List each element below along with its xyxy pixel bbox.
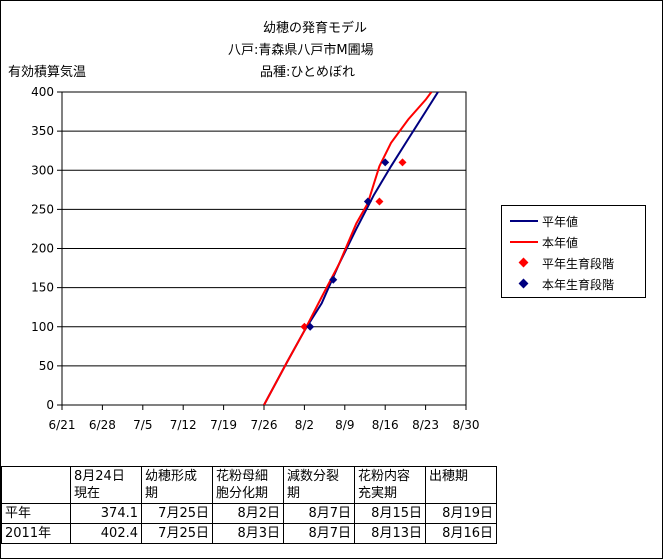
table-cell: 8月13日: [354, 523, 426, 544]
x-tick-label: 8/9: [335, 418, 354, 432]
y-axis-label: 有効積算気温: [8, 65, 87, 80]
table-header-cell: 花粉母細 胞分化期: [212, 466, 284, 504]
stage-marker-3: [306, 322, 315, 331]
table-cell: 374.1: [70, 503, 142, 524]
y-tick-label: 100: [31, 320, 54, 334]
growth-stage-table: 8月24日 現在 幼穂形成期 花粉母細 胞分化期 減数分裂期 花粉内容 充実期 出穂期…: [1, 466, 497, 544]
table-header-cell: 幼穂形成期: [141, 466, 213, 504]
table-header-cell: [1, 466, 71, 504]
y-tick-label: 400: [31, 85, 54, 99]
table-cell: 8月16日: [425, 523, 497, 544]
table-cell: 8月2日: [212, 503, 284, 524]
chart-legend: 平年値 本年値 平年生育段階 本年生育段階: [501, 205, 646, 298]
chart-title-line-1: 幼穂の発育モデル: [263, 21, 368, 36]
legend-item-heinen-line: 平年値: [506, 212, 578, 230]
table-cell: 8月7日: [283, 503, 355, 524]
table-cell: 8月19日: [425, 503, 497, 524]
legend-label: 本年生育段階: [542, 277, 615, 292]
y-tick-label: 250: [31, 202, 54, 216]
y-tick-label: 50: [39, 359, 54, 373]
table-header-cell: 花粉内容 充実期: [354, 466, 426, 504]
x-tick-label: 7/12: [170, 418, 197, 432]
table-header-cell: 出穂期: [425, 466, 497, 504]
legend-item-honnen-line: 本年値: [506, 233, 578, 251]
table-cell: 402.4: [70, 523, 142, 544]
y-tick-label: 300: [31, 163, 54, 177]
table-row: 2011年 402.4 7月25日 8月3日 8月7日 8月13日 8月16日: [1, 523, 497, 544]
y-tick-label: 350: [31, 124, 54, 138]
x-tick-label: 6/28: [89, 418, 116, 432]
table-cell: 7月25日: [141, 523, 213, 544]
y-tick-label: 150: [31, 281, 54, 295]
table-cell: 8月3日: [212, 523, 284, 544]
legend-item-heinen-stage: 平年生育段階: [506, 254, 614, 272]
stage-marker-3: [363, 197, 372, 206]
table-row: 平年 374.1 7月25日 8月2日 8月7日 8月15日 8月19日: [1, 503, 497, 524]
stage-marker-3: [381, 158, 390, 167]
table-cell: 平年: [1, 503, 71, 524]
stage-marker-2: [300, 322, 309, 331]
legend-label: 本年値: [542, 235, 579, 250]
x-tick-label: 8/16: [372, 418, 399, 432]
table-cell: 8月7日: [283, 523, 355, 544]
x-tick-label: 7/19: [210, 418, 237, 432]
x-tick-label: 8/30: [453, 418, 480, 432]
table-cell: 2011年: [1, 523, 71, 544]
x-tick-label: 8/23: [412, 418, 439, 432]
x-tick-label: 8/2: [295, 418, 314, 432]
table-header-row: 8月24日 現在 幼穂形成期 花粉母細 胞分化期 減数分裂期 花粉内容 充実期 出穂期: [1, 466, 497, 504]
stage-marker-3: [329, 275, 338, 284]
x-tick-label: 6/21: [49, 418, 76, 432]
table-header-cell: 減数分裂期: [283, 466, 355, 504]
legend-label: 平年値: [542, 214, 579, 229]
stage-marker-2: [375, 197, 384, 206]
x-tick-label: 7/5: [133, 418, 152, 432]
legend-label: 平年生育段階: [542, 256, 615, 271]
stage-marker-2: [398, 158, 407, 167]
y-tick-label: 0: [46, 398, 54, 412]
chart-title-line-2: 八戸:青森県八戸市M圃場: [228, 43, 374, 58]
legend-item-honnen-stage: 本年生育段階: [506, 275, 614, 293]
table-cell: 7月25日: [141, 503, 213, 524]
x-tick-label: 7/26: [251, 418, 278, 432]
chart-title-line-3: 品種:ひとめぼれ: [260, 65, 355, 80]
table-header-cell: 8月24日 現在: [70, 466, 142, 504]
y-tick-label: 200: [31, 242, 54, 256]
table-cell: 8月15日: [354, 503, 426, 524]
